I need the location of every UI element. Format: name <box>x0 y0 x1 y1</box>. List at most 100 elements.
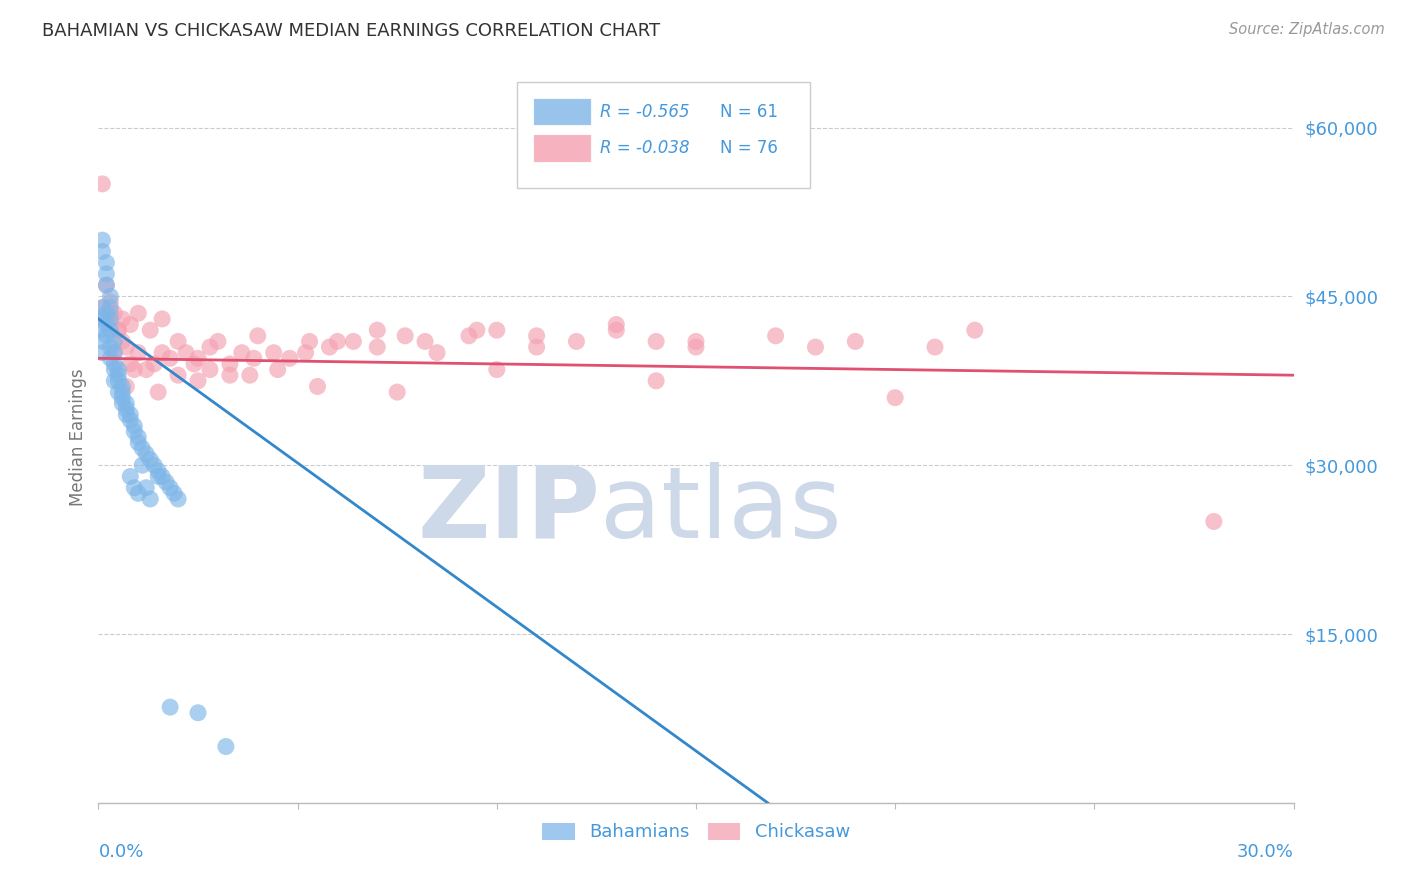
Point <box>91 301 114 315</box>
Point <box>167 334 190 349</box>
Point <box>98 323 122 337</box>
Point <box>150 345 173 359</box>
Point <box>127 435 149 450</box>
Point <box>318 340 340 354</box>
Point <box>111 385 134 400</box>
Point <box>107 368 129 383</box>
Point <box>159 351 181 366</box>
Point <box>96 278 118 293</box>
Point <box>91 345 114 359</box>
Point <box>366 340 388 354</box>
Y-axis label: Median Earnings: Median Earnings <box>69 368 87 506</box>
Point <box>139 323 162 337</box>
Point <box>685 340 707 354</box>
Point <box>91 323 114 337</box>
Point <box>98 340 122 354</box>
Point <box>139 452 162 467</box>
Point <box>342 334 364 349</box>
Point <box>187 706 209 720</box>
Point <box>458 328 481 343</box>
Point <box>645 374 668 388</box>
Point <box>127 306 149 320</box>
Point <box>155 475 177 489</box>
Point <box>124 481 146 495</box>
Point <box>174 345 197 359</box>
Point <box>107 323 129 337</box>
Point <box>131 458 153 473</box>
Text: N = 61: N = 61 <box>720 103 778 120</box>
Point <box>103 345 125 359</box>
Point <box>120 469 142 483</box>
Point <box>1202 515 1225 529</box>
Point <box>163 486 186 500</box>
Point <box>107 385 129 400</box>
Point <box>159 481 181 495</box>
Point <box>219 357 242 371</box>
Point <box>111 312 134 326</box>
Point <box>91 312 114 326</box>
Point <box>96 318 118 332</box>
Point <box>111 379 134 393</box>
Text: BAHAMIAN VS CHICKASAW MEDIAN EARNINGS CORRELATION CHART: BAHAMIAN VS CHICKASAW MEDIAN EARNINGS CO… <box>42 22 661 40</box>
Point <box>135 362 157 376</box>
Point <box>167 368 190 383</box>
Point <box>605 323 627 337</box>
Point <box>120 413 142 427</box>
Point <box>127 430 149 444</box>
Legend: Bahamians, Chickasaw: Bahamians, Chickasaw <box>534 815 858 848</box>
Point <box>394 328 416 343</box>
Point <box>924 340 946 354</box>
FancyBboxPatch shape <box>533 98 591 126</box>
Point <box>413 334 436 349</box>
Point <box>120 408 142 422</box>
Point <box>115 340 138 354</box>
Point <box>565 334 588 349</box>
Text: R = -0.565: R = -0.565 <box>600 103 690 120</box>
Point <box>485 362 508 376</box>
Point <box>884 391 907 405</box>
Point <box>278 351 301 366</box>
Point <box>96 255 118 269</box>
Point <box>107 374 129 388</box>
Point <box>148 385 170 400</box>
Point <box>111 391 134 405</box>
Point <box>465 323 488 337</box>
Point <box>239 368 262 383</box>
FancyBboxPatch shape <box>533 135 591 162</box>
Point <box>150 312 173 326</box>
Point <box>107 323 129 337</box>
Point <box>115 396 138 410</box>
Point <box>143 357 166 371</box>
Point <box>298 334 321 349</box>
Text: Source: ZipAtlas.com: Source: ZipAtlas.com <box>1229 22 1385 37</box>
Point <box>115 379 138 393</box>
Point <box>231 345 253 359</box>
Point <box>187 351 209 366</box>
Point <box>98 306 122 320</box>
Point <box>98 312 122 326</box>
Point <box>148 464 170 478</box>
Point <box>96 312 118 326</box>
FancyBboxPatch shape <box>517 82 810 188</box>
Point <box>124 362 146 376</box>
Point <box>91 244 114 259</box>
Point <box>131 442 153 456</box>
Point <box>526 340 548 354</box>
Point <box>246 328 269 343</box>
Text: 30.0%: 30.0% <box>1237 843 1294 861</box>
Point <box>804 340 827 354</box>
Point <box>426 345 449 359</box>
Point <box>605 318 627 332</box>
Point <box>111 334 134 349</box>
Point <box>187 374 209 388</box>
Point <box>96 328 118 343</box>
Point <box>963 323 986 337</box>
Point <box>366 323 388 337</box>
Point <box>127 345 149 359</box>
Point <box>139 491 162 506</box>
Point <box>385 385 409 400</box>
Point <box>96 267 118 281</box>
Point <box>103 306 125 320</box>
Point <box>115 408 138 422</box>
Point <box>115 401 138 416</box>
